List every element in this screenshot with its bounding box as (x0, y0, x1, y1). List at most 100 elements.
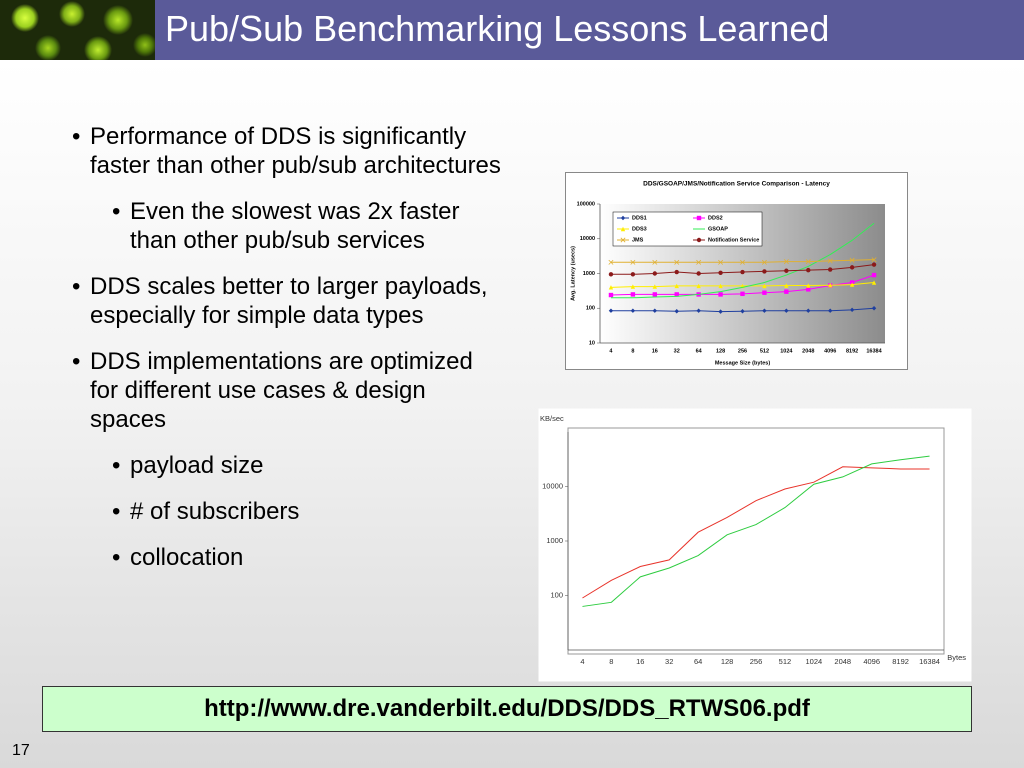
data-point (762, 290, 767, 295)
data-point (784, 289, 789, 294)
x-tick-label: 8192 (892, 657, 909, 666)
x-tick-label: 256 (738, 348, 747, 354)
bullet: Performance of DDS is significantly fast… (72, 122, 502, 255)
data-point (784, 283, 789, 288)
data-point (608, 259, 614, 265)
x-tick-label: 512 (760, 348, 769, 354)
page-number: 17 (12, 742, 30, 759)
data-point (674, 269, 679, 275)
data-point (630, 272, 636, 277)
data-point (696, 259, 702, 265)
x-tick-label: 32 (674, 348, 680, 354)
x-tick-label: 4 (580, 657, 584, 666)
reference-link[interactable]: http://www.dre.vanderbilt.edu/DDS/DDS_RT… (42, 686, 972, 732)
data-point (849, 307, 855, 313)
data-point (740, 269, 745, 275)
bullet-text: Performance of DDS is significantly fast… (90, 123, 501, 179)
data-point (674, 283, 679, 289)
data-point (871, 272, 877, 278)
x-tick-label: 16 (636, 657, 644, 666)
y-tick-label: 10000 (542, 481, 563, 490)
plot-area (567, 427, 945, 655)
data-point (652, 284, 658, 289)
data-point (718, 270, 723, 275)
data-point (630, 292, 636, 297)
data-point (696, 271, 701, 276)
x-tick-label: 8 (631, 348, 634, 354)
sub-bullet-list: Even the slowest was 2x faster than othe… (112, 197, 502, 255)
data-point (827, 267, 833, 272)
series-line (610, 222, 875, 299)
bullet-text: DDS implementations are optimized for di… (90, 348, 473, 433)
data-point (696, 283, 701, 289)
x-tick-label: 16 (652, 348, 658, 354)
legend-box (612, 211, 763, 247)
bullet-text: payload size (130, 452, 264, 479)
header-bar: Pub/Sub Benchmarking Lessons Learned (0, 0, 1024, 60)
legend-label: DDS1 (632, 215, 647, 221)
x-tick-label: 512 (779, 657, 792, 666)
legend-marker (620, 226, 626, 232)
y-tick-label: 100 (550, 590, 563, 599)
bullet-text: collocation (130, 544, 244, 571)
x-tick-label: 2048 (802, 348, 814, 354)
chart-title: DDS/GSOAP/JMS/Notification Service Compa… (643, 181, 830, 188)
x-tick-label: 16384 (866, 348, 882, 354)
data-point (718, 259, 724, 265)
data-point (608, 292, 614, 298)
y-tick-label: 10000 (580, 236, 595, 242)
data-point (652, 292, 658, 297)
data-point (608, 308, 614, 313)
data-point (783, 259, 789, 265)
x-axis-label: Bytes (947, 653, 966, 662)
slide-title: Pub/Sub Benchmarking Lessons Learned (165, 8, 830, 49)
data-point (805, 259, 811, 265)
y-tick-label: 10 (589, 340, 595, 346)
data-point (740, 309, 745, 314)
x-tick-label: 1024 (806, 657, 823, 666)
data-point (630, 284, 636, 289)
data-point (674, 259, 680, 265)
data-point (652, 271, 658, 276)
data-point (871, 262, 877, 267)
legend-label: JMS (632, 237, 644, 243)
data-point (849, 257, 855, 263)
x-tick-label: 32 (665, 657, 673, 666)
sub-bullet: collocation (112, 543, 502, 572)
data-point (784, 268, 789, 273)
legend-marker (620, 215, 626, 221)
y-tick-label: 100 (586, 306, 595, 312)
bullet: DDS scales better to larger payloads, es… (72, 272, 502, 330)
data-point (806, 283, 811, 288)
x-tick-label: 2048 (834, 657, 851, 666)
latency-chart: DDS/GSOAP/JMS/Notification Service Compa… (565, 172, 908, 370)
legend-label: DDS3 (632, 226, 647, 232)
data-point (630, 259, 636, 265)
data-point (762, 269, 767, 274)
legend-marker (696, 237, 702, 243)
legend-marker (696, 215, 702, 221)
sub-bullet: payload size (112, 451, 502, 480)
data-point (740, 291, 745, 297)
x-tick-label: 8192 (846, 348, 858, 354)
data-point (871, 257, 877, 263)
y-tick-label: 1000 (546, 536, 563, 545)
x-tick-label: 8 (609, 657, 613, 666)
bullet: DDS implementations are optimized for di… (72, 347, 502, 572)
x-tick-label: 1024 (780, 348, 793, 354)
series-line (582, 455, 930, 607)
header-decoration (0, 0, 155, 60)
data-point (871, 280, 877, 285)
bullet-text: # of subscribers (130, 498, 300, 525)
x-tick-label: 4096 (824, 348, 836, 354)
y-tick-label: 100000 (577, 201, 595, 207)
sub-bullet-list: payload size # of subscribers collocatio… (112, 451, 502, 572)
y-axis-label: Avg. Latency (usecs) (570, 246, 576, 301)
x-tick-label: 16384 (919, 657, 940, 666)
bullet-list: Performance of DDS is significantly fast… (72, 122, 502, 589)
y-axis-label: KB/sec (540, 414, 564, 423)
legend-label: Notification Service (708, 237, 759, 243)
x-tick-label: 4 (609, 348, 613, 354)
data-point (871, 306, 877, 311)
series-line (582, 466, 930, 599)
